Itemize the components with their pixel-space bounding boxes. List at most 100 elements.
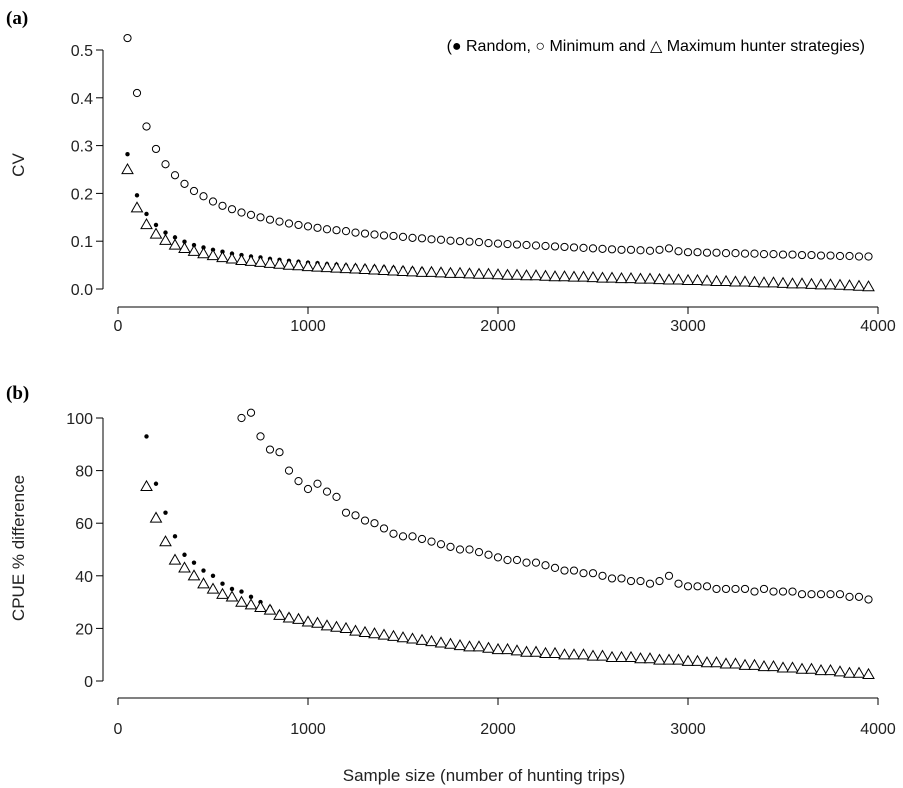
data-point-minimum <box>132 88 142 98</box>
data-point-maximum <box>653 272 666 285</box>
data-point-minimum <box>455 237 465 246</box>
y-tick-label: 20 <box>75 621 93 638</box>
data-point-maximum <box>710 274 723 286</box>
data-point-minimum <box>683 582 693 591</box>
data-point-minimum <box>712 584 721 594</box>
data-point-minimum <box>541 241 550 251</box>
data-point-maximum <box>482 267 495 279</box>
data-point-minimum <box>303 222 313 231</box>
data-point-maximum <box>529 645 543 657</box>
data-point-maximum <box>605 271 619 283</box>
data-point-maximum <box>729 275 742 287</box>
x-tick-label: 1000 <box>290 721 326 738</box>
data-point-minimum <box>218 201 227 210</box>
data-point-maximum <box>292 612 305 624</box>
data-point-maximum <box>415 633 429 645</box>
data-point-random <box>172 235 178 240</box>
data-point-maximum <box>140 217 153 230</box>
panel-b-label: (b) <box>6 383 29 404</box>
data-point-minimum <box>778 587 788 596</box>
data-point-minimum <box>531 241 541 250</box>
data-point-random <box>182 239 187 244</box>
data-point-minimum <box>712 248 721 257</box>
series-maximum <box>121 162 875 292</box>
data-point-maximum <box>225 252 239 264</box>
data-point-maximum <box>273 257 286 269</box>
data-point-maximum <box>187 569 201 581</box>
data-point-minimum <box>227 205 237 214</box>
data-point-maximum <box>662 273 676 285</box>
y-tick-label: 60 <box>75 516 93 533</box>
data-point-minimum <box>151 144 161 154</box>
data-point-maximum <box>624 271 638 284</box>
data-point-minimum <box>797 250 807 260</box>
data-point-minimum <box>721 249 731 258</box>
data-point-random <box>134 193 140 198</box>
data-point-minimum <box>189 186 199 196</box>
data-point-minimum <box>664 571 674 580</box>
data-point-minimum <box>750 249 759 258</box>
data-point-minimum <box>740 249 750 258</box>
data-point-maximum <box>472 640 486 652</box>
legend-text: (● Random, ○ Minimum and △ Maximum hunte… <box>447 38 865 55</box>
data-point-maximum <box>615 650 628 662</box>
panel-a-plot: 0.0 0.1 0.2 0.3 0.4 0.5 0 1000 2000 3000 4000 <box>71 33 896 335</box>
data-point-minimum <box>256 213 265 222</box>
data-point-random <box>220 581 225 586</box>
series-maximum <box>140 479 875 680</box>
data-point-minimum <box>835 590 845 599</box>
data-point-maximum <box>187 244 201 256</box>
data-point-maximum <box>548 646 562 659</box>
data-point-maximum <box>539 646 552 659</box>
data-point-maximum <box>415 265 429 277</box>
data-point-minimum <box>588 244 598 253</box>
data-point-maximum <box>168 238 182 250</box>
data-point-random <box>125 152 130 157</box>
data-point-minimum <box>322 225 332 234</box>
data-point-minimum <box>503 555 512 565</box>
data-point-minimum <box>598 244 607 253</box>
data-point-random <box>144 434 149 439</box>
data-point-maximum <box>596 271 609 283</box>
data-point-minimum <box>569 566 579 575</box>
data-point-maximum <box>444 266 457 278</box>
x-tick-label: 0 <box>114 318 123 335</box>
data-point-minimum <box>246 210 256 220</box>
data-point-minimum <box>161 160 170 169</box>
data-point-minimum <box>294 477 303 486</box>
data-point-minimum <box>484 239 493 248</box>
data-point-minimum <box>360 229 370 238</box>
data-point-minimum <box>769 250 778 259</box>
data-point-minimum <box>379 524 389 533</box>
data-point-minimum <box>645 579 655 588</box>
data-point-maximum <box>776 276 790 288</box>
data-point-maximum <box>453 266 467 278</box>
data-point-maximum <box>292 259 305 271</box>
data-point-random <box>153 481 159 486</box>
data-point-maximum <box>643 652 657 664</box>
data-point-maximum <box>805 662 818 674</box>
data-point-maximum <box>482 641 495 653</box>
data-point-minimum <box>731 584 740 594</box>
data-point-minimum <box>370 519 379 528</box>
data-point-maximum <box>463 640 476 652</box>
data-point-minimum <box>398 232 408 241</box>
data-point-minimum <box>693 248 702 257</box>
data-point-maximum <box>520 269 533 281</box>
x-axis-title: Sample size (number of hunting trips) <box>343 766 626 785</box>
data-point-maximum <box>368 627 381 639</box>
data-point-minimum <box>864 252 873 261</box>
data-point-minimum <box>826 251 835 260</box>
x-tick-label: 2000 <box>480 721 516 738</box>
data-point-minimum <box>674 579 683 588</box>
data-point-minimum <box>474 238 484 247</box>
data-point-maximum <box>738 275 752 287</box>
data-point-minimum <box>341 227 351 236</box>
data-point-random <box>172 534 178 539</box>
data-point-minimum <box>674 247 683 256</box>
data-point-maximum <box>501 642 514 655</box>
data-point-maximum <box>577 270 590 282</box>
data-point-maximum <box>311 616 324 628</box>
data-point-minimum <box>332 226 341 235</box>
